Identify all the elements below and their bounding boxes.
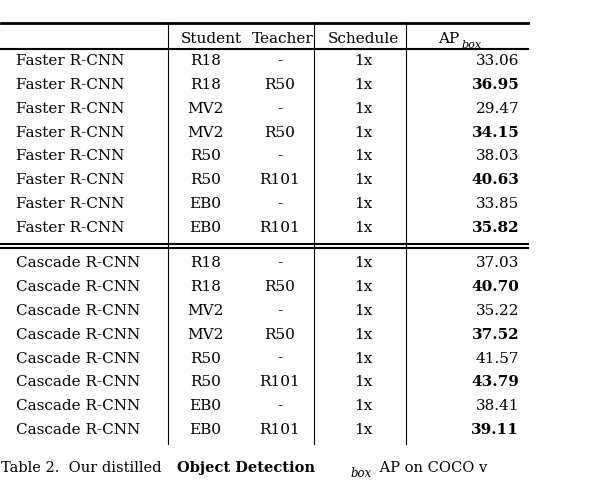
Text: 1x: 1x: [354, 399, 372, 413]
Text: Student: Student: [181, 32, 242, 46]
Text: R50: R50: [190, 173, 221, 187]
Text: 1x: 1x: [354, 149, 372, 163]
Text: 1x: 1x: [354, 78, 372, 92]
Text: R50: R50: [264, 78, 295, 92]
Text: 1x: 1x: [354, 280, 372, 294]
Text: Teacher: Teacher: [252, 32, 313, 46]
Text: 1x: 1x: [354, 102, 372, 116]
Text: Faster R-CNN: Faster R-CNN: [16, 125, 124, 140]
Text: Object Detection: Object Detection: [177, 462, 315, 475]
Text: 41.57: 41.57: [476, 351, 519, 366]
Text: EB0: EB0: [189, 399, 221, 413]
Text: R18: R18: [190, 256, 221, 270]
Text: R18: R18: [190, 78, 221, 92]
Text: 29.47: 29.47: [475, 102, 519, 116]
Text: 40.63: 40.63: [471, 173, 519, 187]
Text: 38.03: 38.03: [476, 149, 519, 163]
Text: Faster R-CNN: Faster R-CNN: [16, 173, 124, 187]
Text: 1x: 1x: [354, 351, 372, 366]
Text: -: -: [277, 102, 282, 116]
Text: -: -: [277, 351, 282, 366]
Text: MV2: MV2: [187, 102, 224, 116]
Text: Faster R-CNN: Faster R-CNN: [16, 197, 124, 211]
Text: 37.03: 37.03: [476, 256, 519, 270]
Text: Cascade R-CNN: Cascade R-CNN: [16, 423, 141, 437]
Text: R50: R50: [264, 328, 295, 342]
Text: EB0: EB0: [189, 423, 221, 437]
Text: 37.52: 37.52: [472, 328, 519, 342]
Text: Faster R-CNN: Faster R-CNN: [16, 221, 124, 235]
Text: -: -: [277, 304, 282, 318]
Text: MV2: MV2: [187, 125, 224, 140]
Text: -: -: [277, 256, 282, 270]
Text: Cascade R-CNN: Cascade R-CNN: [16, 399, 141, 413]
Text: 35.82: 35.82: [472, 221, 519, 235]
Text: R50: R50: [264, 125, 295, 140]
Text: 1x: 1x: [354, 125, 372, 140]
Text: 1x: 1x: [354, 328, 372, 342]
Text: 1x: 1x: [354, 423, 372, 437]
Text: Schedule: Schedule: [327, 32, 399, 46]
Text: R101: R101: [260, 423, 300, 437]
Text: R50: R50: [190, 351, 221, 366]
Text: 1x: 1x: [354, 256, 372, 270]
Text: 1x: 1x: [354, 304, 372, 318]
Text: Faster R-CNN: Faster R-CNN: [16, 102, 124, 116]
Text: R18: R18: [190, 54, 221, 68]
Text: R50: R50: [190, 375, 221, 389]
Text: Faster R-CNN: Faster R-CNN: [16, 54, 124, 68]
Text: 36.95: 36.95: [471, 78, 519, 92]
Text: R101: R101: [260, 173, 300, 187]
Text: EB0: EB0: [189, 221, 221, 235]
Text: R18: R18: [190, 280, 221, 294]
Text: 43.79: 43.79: [471, 375, 519, 389]
Text: AP: AP: [438, 32, 460, 46]
Text: Cascade R-CNN: Cascade R-CNN: [16, 304, 141, 318]
Text: -: -: [277, 197, 282, 211]
Text: MV2: MV2: [187, 328, 224, 342]
Text: AP on COCO v: AP on COCO v: [375, 462, 487, 475]
Text: EB0: EB0: [189, 197, 221, 211]
Text: R101: R101: [260, 375, 300, 389]
Text: 1x: 1x: [354, 54, 372, 68]
Text: 1x: 1x: [354, 221, 372, 235]
Text: Cascade R-CNN: Cascade R-CNN: [16, 328, 141, 342]
Text: 1x: 1x: [354, 197, 372, 211]
Text: Faster R-CNN: Faster R-CNN: [16, 78, 124, 92]
Text: Faster R-CNN: Faster R-CNN: [16, 149, 124, 163]
Text: 33.85: 33.85: [476, 197, 519, 211]
Text: -: -: [277, 54, 282, 68]
Text: Cascade R-CNN: Cascade R-CNN: [16, 375, 141, 389]
Text: Cascade R-CNN: Cascade R-CNN: [16, 351, 141, 366]
Text: MV2: MV2: [187, 304, 224, 318]
Text: Cascade R-CNN: Cascade R-CNN: [16, 256, 141, 270]
Text: 34.15: 34.15: [471, 125, 519, 140]
Text: -: -: [277, 399, 282, 413]
Text: 35.22: 35.22: [476, 304, 519, 318]
Text: 1x: 1x: [354, 173, 372, 187]
Text: 39.11: 39.11: [471, 423, 519, 437]
Text: 33.06: 33.06: [476, 54, 519, 68]
Text: box: box: [462, 40, 481, 50]
Text: Table 2.  Our distilled: Table 2. Our distilled: [1, 462, 166, 475]
Text: R50: R50: [264, 280, 295, 294]
Text: box: box: [351, 467, 372, 480]
Text: 38.41: 38.41: [476, 399, 519, 413]
Text: R50: R50: [190, 149, 221, 163]
Text: R101: R101: [260, 221, 300, 235]
Text: -: -: [277, 149, 282, 163]
Text: 1x: 1x: [354, 375, 372, 389]
Text: 40.70: 40.70: [471, 280, 519, 294]
Text: Cascade R-CNN: Cascade R-CNN: [16, 280, 141, 294]
